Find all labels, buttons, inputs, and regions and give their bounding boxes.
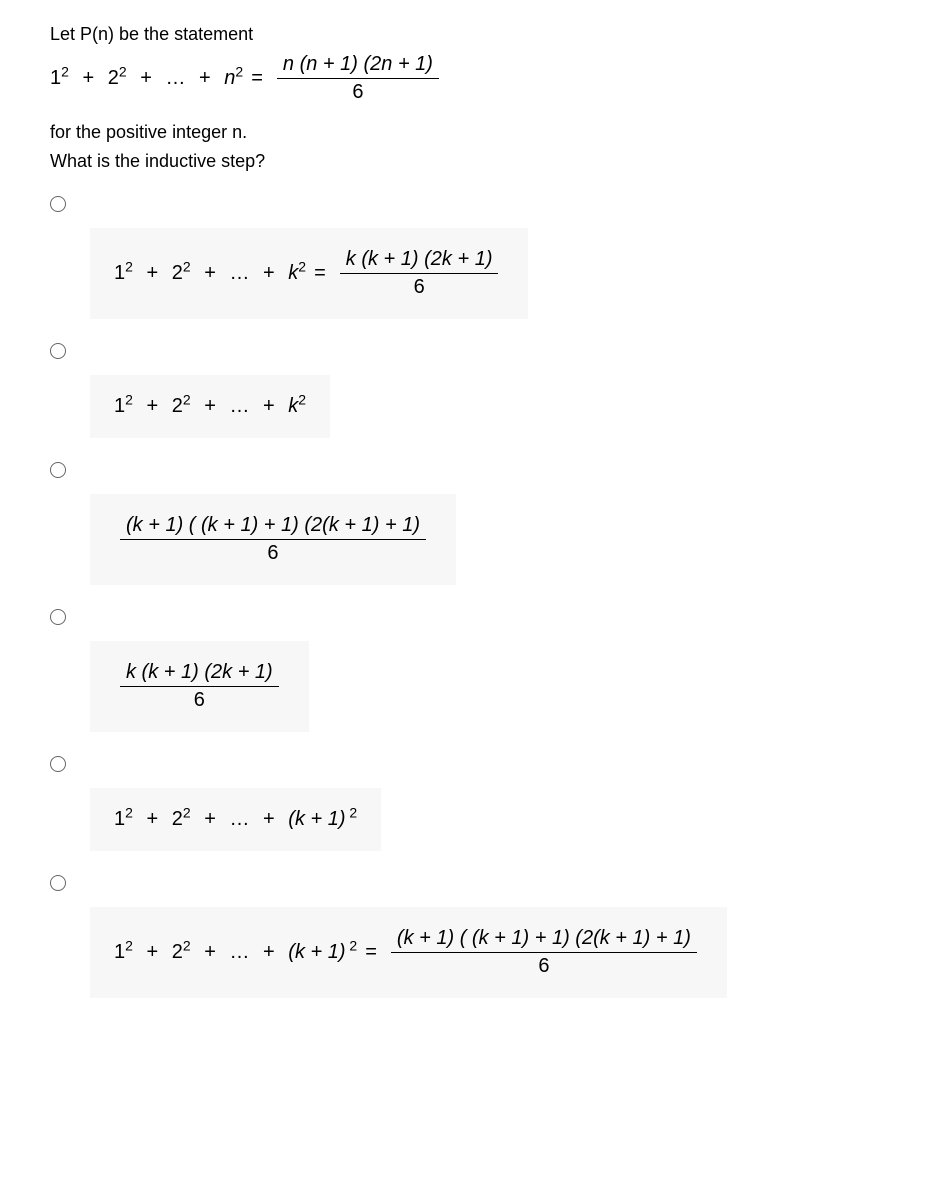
option-4 [50,605,890,625]
intro-line-1: Let P(n) be the statement [50,24,890,45]
intro-line-2: for the positive integer n. [50,122,890,143]
opt6-eq: = [365,941,377,964]
opt2-lhs: 12 + 22 + … + k2 [114,395,306,418]
radio-option-5[interactable] [50,756,66,772]
opt1-eq: = [314,262,326,285]
option-2 [50,339,890,359]
radio-option-4[interactable] [50,609,66,625]
opt1-lhs: 12 + 22 + … + k2 [114,262,306,285]
option-3-content: (k + 1) ( (k + 1) + 1) (2(k + 1) + 1) 6 [90,494,456,585]
formula-lhs: 12 + 22 + … + n2 [50,67,243,90]
option-5-content: 12 + 22 + … + (k + 1) 2 [90,788,381,851]
option-1-content: 12 + 22 + … + k2 = k (k + 1) (2k + 1) 6 [90,228,528,319]
radio-option-6[interactable] [50,875,66,891]
option-2-content: 12 + 22 + … + k2 [90,375,330,438]
opt6-frac: (k + 1) ( (k + 1) + 1) (2(k + 1) + 1) 6 [391,927,697,978]
opt5-lhs: 12 + 22 + … + (k + 1) 2 [114,808,357,831]
radio-option-2[interactable] [50,343,66,359]
option-4-content: k (k + 1) (2k + 1) 6 [90,641,309,732]
option-6-content: 12 + 22 + … + (k + 1) 2 = (k + 1) ( (k +… [90,907,727,998]
option-5 [50,752,890,772]
option-1 [50,192,890,212]
formula-rhs-frac: n (n + 1) (2n + 1) 6 [277,53,439,104]
radio-option-1[interactable] [50,196,66,212]
option-3 [50,458,890,478]
opt3-frac: (k + 1) ( (k + 1) + 1) (2(k + 1) + 1) 6 [120,514,426,565]
intro-line-3: What is the inductive step? [50,151,890,172]
equals-sign: = [251,67,263,90]
option-6 [50,871,890,891]
radio-option-3[interactable] [50,462,66,478]
opt1-frac: k (k + 1) (2k + 1) 6 [340,248,499,299]
opt6-lhs: 12 + 22 + … + (k + 1) 2 [114,941,357,964]
main-formula: 12 + 22 + … + n2 = n (n + 1) (2n + 1) 6 [50,53,890,104]
opt4-frac: k (k + 1) (2k + 1) 6 [120,661,279,712]
